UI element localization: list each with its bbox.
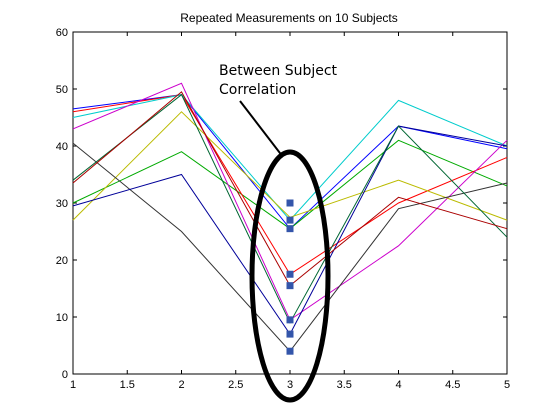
annotation-pointer-line	[239, 100, 284, 158]
highlight-point	[286, 199, 294, 207]
x-tick-label: 3.5	[337, 379, 352, 391]
y-tick-label: 10	[56, 312, 68, 324]
y-tick-label: 0	[62, 369, 68, 381]
highlight-point	[286, 316, 294, 324]
x-tick-label: 2	[178, 379, 184, 391]
series-line-3	[72, 94, 508, 276]
x-tick-label: 1.5	[120, 379, 135, 391]
highlight-point	[286, 270, 294, 278]
y-tick-label: 50	[56, 84, 68, 96]
y-tick-label: 30	[56, 198, 68, 210]
highlight-point	[286, 282, 294, 290]
highlight-markers	[286, 199, 294, 355]
highlight-point	[286, 330, 294, 338]
y-axis: 0 10 20 30 40 50 60	[56, 27, 507, 381]
series-line-10	[72, 91, 508, 287]
x-tick-label: 2.5	[228, 379, 243, 391]
x-tick-label: 4.5	[445, 379, 460, 391]
y-tick-label: 40	[56, 141, 68, 153]
x-tick-label: 1	[70, 379, 76, 391]
chart-title: Repeated Measurements on 10 Subjects	[180, 11, 397, 25]
x-tick-label: 5	[504, 379, 510, 391]
series-line-1	[72, 94, 508, 230]
x-axis: 1 1.5 2 2.5 3 3.5 4 4.5 5	[70, 32, 510, 391]
highlight-point	[286, 347, 294, 355]
annotation-line-2: Correlation	[219, 82, 296, 98]
highlight-point	[286, 225, 294, 233]
annotation-line-1: Between Subject	[219, 63, 338, 79]
highlight-ellipse	[249, 149, 331, 403]
highlight-point	[286, 216, 294, 224]
x-tick-label: 3	[287, 379, 293, 391]
y-tick-label: 60	[56, 27, 68, 39]
x-tick-label: 4	[395, 379, 401, 391]
y-tick-label: 20	[56, 255, 68, 267]
